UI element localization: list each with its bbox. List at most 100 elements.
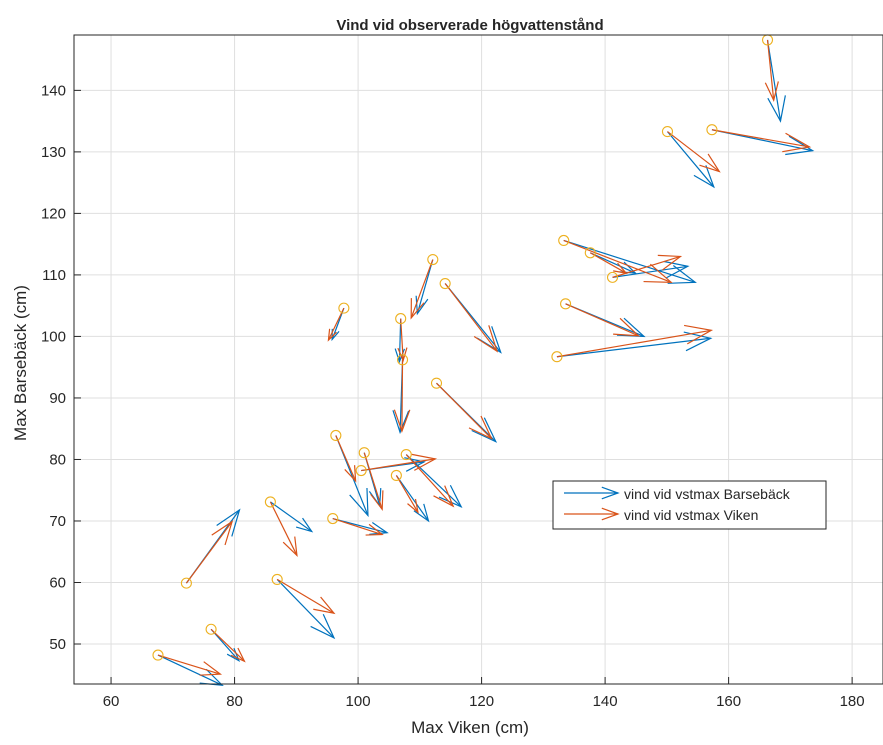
arrow-head <box>310 613 336 640</box>
arrow-shaft <box>590 252 636 274</box>
y-tick-label: 140 <box>41 82 66 99</box>
wind-vector <box>563 239 673 283</box>
arrow-shaft <box>185 521 233 584</box>
arrow-shaft <box>157 654 221 675</box>
x-tick-label: 140 <box>593 693 618 710</box>
wind-vector <box>667 131 721 173</box>
origin-marker <box>584 247 596 259</box>
arrow-head <box>471 417 498 443</box>
origin-marker <box>338 302 350 314</box>
y-tick-label: 120 <box>41 205 66 222</box>
wind-vector <box>276 579 336 640</box>
arrow-head <box>410 298 425 320</box>
arrow-head <box>433 485 455 508</box>
origin-marker <box>661 126 674 138</box>
arrow-shaft <box>335 435 357 482</box>
wind-vector <box>157 654 223 676</box>
arrow-head <box>767 95 786 123</box>
arrow-shaft <box>436 382 492 439</box>
legend[interactable]: vind vid vstmax Barsebäck vind vid vstma… <box>552 480 827 530</box>
origin-marker <box>205 623 217 635</box>
arrow-head <box>684 324 714 345</box>
wind-vector <box>270 501 314 533</box>
arrow-head <box>601 486 620 500</box>
origin-marker <box>558 234 570 247</box>
arrow-head <box>392 410 410 435</box>
arrow-head <box>365 523 384 536</box>
arrow-shaft <box>766 39 775 101</box>
legend-symbol-viken <box>564 507 620 521</box>
x-tick-label: 100 <box>346 693 371 710</box>
wind-vector <box>764 39 779 102</box>
legend-arrow <box>564 507 620 521</box>
wind-vector <box>361 453 438 472</box>
arrow-head <box>216 508 241 537</box>
arrow-head <box>413 503 430 523</box>
wind-vector <box>436 382 493 440</box>
y-axis-label: Max Barsebäck (cm) <box>11 285 30 441</box>
wind-vector <box>395 475 419 514</box>
x-tick-label: 180 <box>840 693 865 710</box>
arrow-head <box>782 132 812 153</box>
arrow-shaft <box>210 628 245 662</box>
legend-box <box>552 480 827 530</box>
origin-marker <box>427 253 439 266</box>
arrow-head <box>344 465 357 483</box>
origin-marker <box>358 447 370 459</box>
arrow-head <box>785 135 815 156</box>
chart-title: Vind vid observerade högvattenstånd <box>336 17 603 34</box>
y-tick-label: 110 <box>42 267 66 284</box>
arrow-head <box>683 331 713 352</box>
arrow-head <box>349 487 369 518</box>
arrow-shaft <box>612 265 688 278</box>
arrow-head <box>199 661 223 676</box>
arrow-shaft <box>563 239 696 283</box>
arrow-shaft <box>444 283 498 352</box>
arrow-shaft <box>276 579 335 639</box>
wind-vector <box>332 517 384 536</box>
arrow-head <box>369 522 389 535</box>
arrow-shaft <box>667 131 715 188</box>
arrow-shaft <box>565 303 639 337</box>
x-axis-label: Max Viken (cm) <box>411 718 529 737</box>
arrow-shaft <box>711 129 810 148</box>
arrow-head <box>693 165 715 189</box>
y-tick-label: 90 <box>49 390 66 407</box>
wind-vector <box>711 129 812 153</box>
arrow-head <box>230 647 246 663</box>
arrow-head <box>415 295 429 316</box>
x-tick-label: 160 <box>716 693 741 710</box>
wind-vector <box>667 131 715 189</box>
arrow-shaft <box>395 475 429 522</box>
wind-vector <box>410 259 434 320</box>
arrow-shaft <box>401 359 404 432</box>
origin-marker <box>395 313 407 325</box>
x-tick-label: 120 <box>469 693 494 710</box>
arrow-shaft <box>410 259 434 319</box>
arrow-head <box>473 325 499 353</box>
arrow-shaft <box>612 255 681 278</box>
wind-vector <box>556 331 713 358</box>
y-tick-label: 130 <box>41 144 66 161</box>
origin-marker <box>327 512 339 525</box>
origin-marker <box>439 277 451 290</box>
origin-marker <box>271 573 283 585</box>
wind-vector <box>395 475 430 523</box>
arrow-head <box>601 507 620 521</box>
wind-vector <box>363 452 384 511</box>
axis-ticks: 60 80 100 120 140 160 180 50 60 70 80 90 100 110 120 13… <box>41 82 865 710</box>
arrow-shaft <box>332 517 383 536</box>
arrow-shaft <box>400 318 404 361</box>
origin-marker <box>706 124 718 136</box>
origin-marker <box>180 577 192 589</box>
arrow-head <box>643 263 673 283</box>
arrow-shaft <box>398 318 402 362</box>
wind-vector <box>766 39 786 123</box>
x-tick-label: 80 <box>226 693 243 710</box>
arrow-shaft <box>766 39 782 122</box>
arrow-head <box>282 536 298 558</box>
wind-vector <box>276 578 336 615</box>
arrow-head <box>370 490 384 511</box>
wind-vector <box>397 318 408 363</box>
